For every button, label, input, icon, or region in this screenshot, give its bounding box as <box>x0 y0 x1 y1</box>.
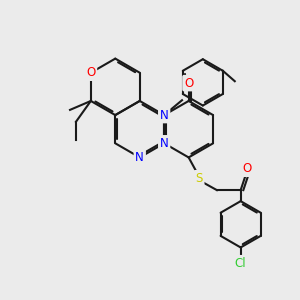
Text: N: N <box>160 137 169 150</box>
Text: Cl: Cl <box>235 257 247 270</box>
Text: N: N <box>135 151 144 164</box>
Text: Cl: Cl <box>235 257 247 270</box>
Text: N: N <box>160 109 169 122</box>
Text: S: S <box>195 172 203 185</box>
Text: O: O <box>242 162 251 175</box>
Text: N: N <box>160 137 169 150</box>
Text: O: O <box>184 76 193 90</box>
Text: O: O <box>242 162 251 175</box>
Text: O: O <box>184 76 193 90</box>
Text: S: S <box>195 172 203 185</box>
Text: N: N <box>135 151 144 164</box>
Text: O: O <box>86 66 95 79</box>
Text: N: N <box>160 109 169 122</box>
Text: O: O <box>86 66 95 79</box>
